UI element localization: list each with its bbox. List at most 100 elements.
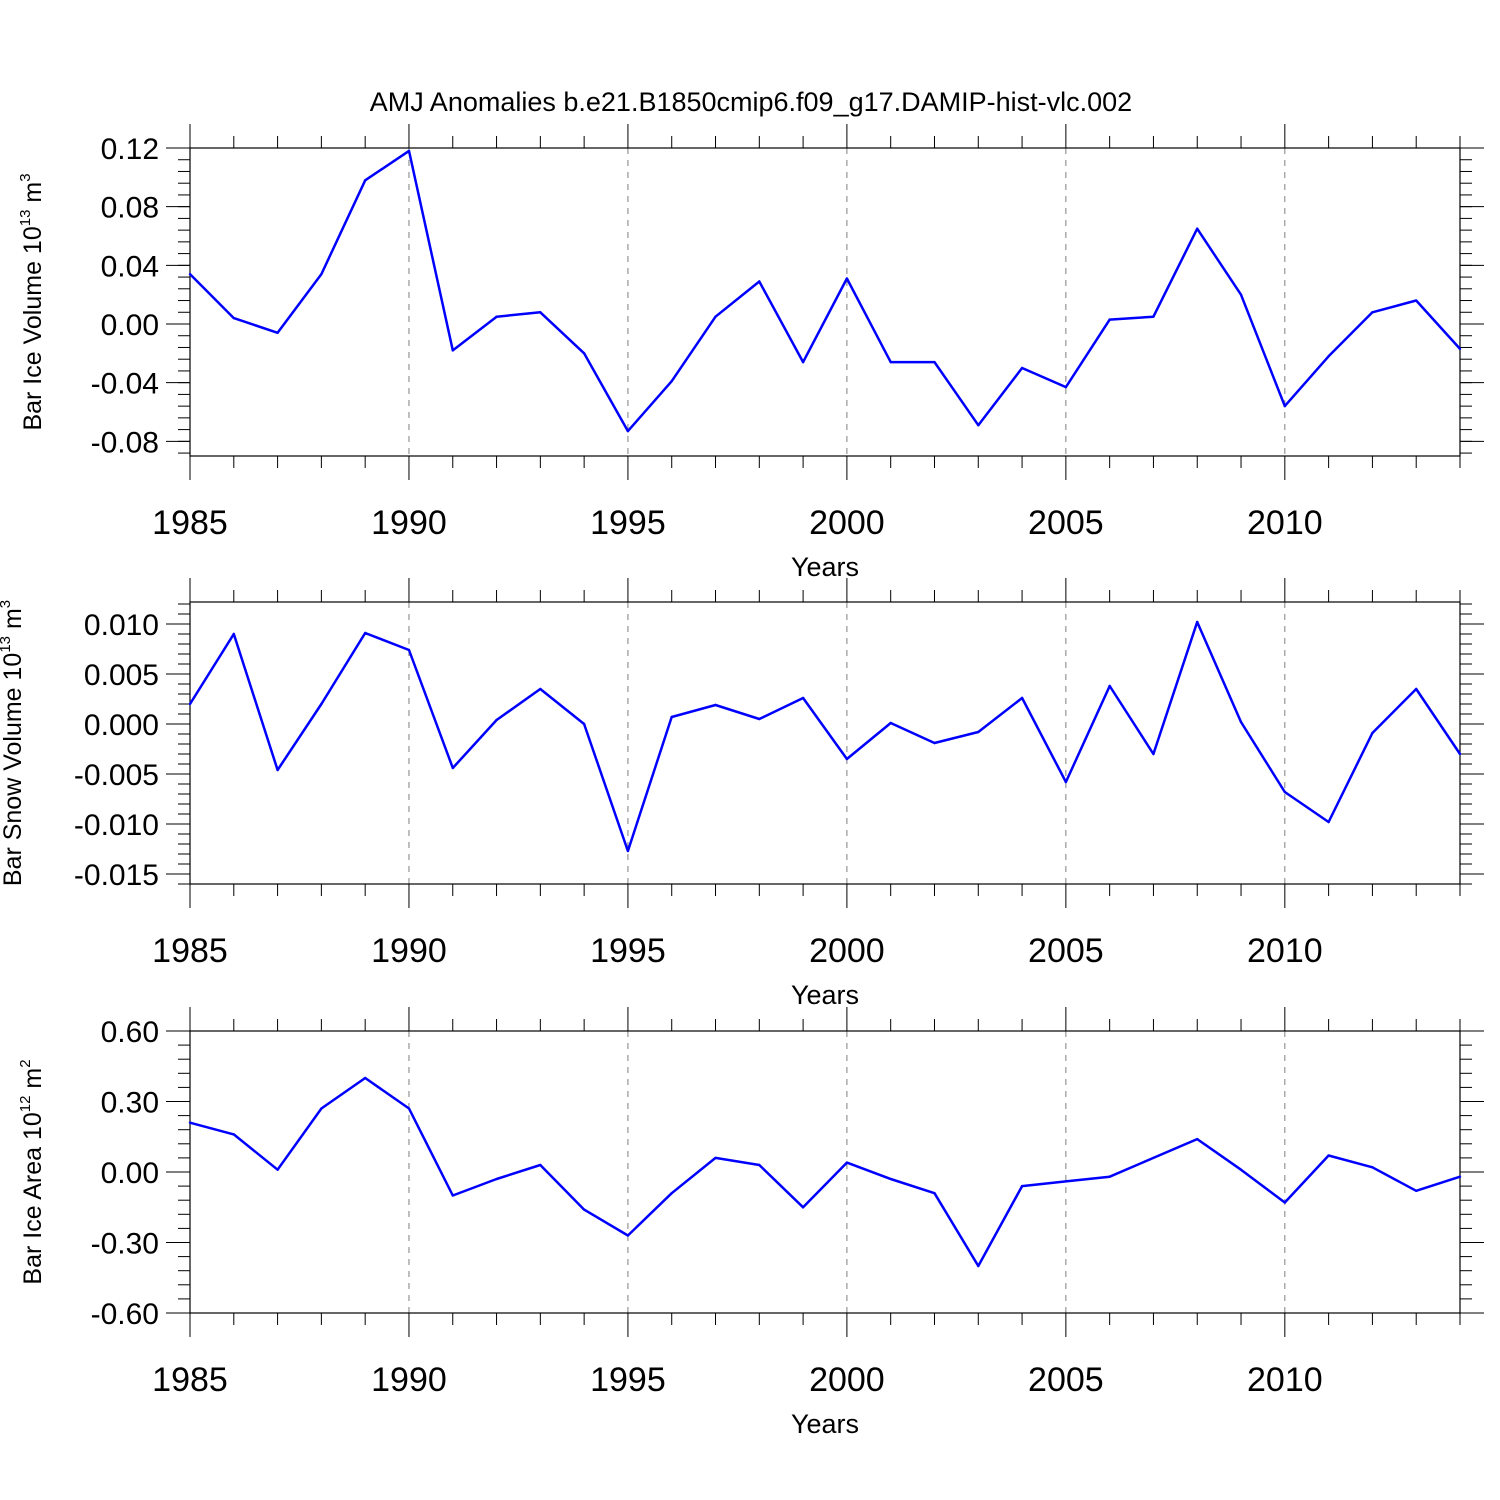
data-point bbox=[276, 768, 279, 772]
data-point bbox=[1283, 790, 1287, 794]
data-point bbox=[626, 849, 630, 853]
data-point bbox=[1152, 315, 1155, 318]
data-point bbox=[1458, 347, 1462, 351]
data-point bbox=[801, 696, 805, 700]
data-point bbox=[1327, 1154, 1330, 1157]
y-axis-label: Bar Ice Volume 1013 m3 bbox=[17, 173, 47, 430]
data-point bbox=[582, 352, 586, 355]
data-point bbox=[714, 1156, 717, 1160]
data-point bbox=[188, 272, 192, 276]
x-tick-label: 1995 bbox=[590, 932, 666, 970]
data-point bbox=[801, 360, 805, 364]
data-point bbox=[801, 1206, 805, 1209]
data-point bbox=[1371, 731, 1374, 735]
y-tick-label: 0.00 bbox=[101, 309, 159, 342]
data-point bbox=[451, 1194, 454, 1197]
data-point bbox=[1020, 1184, 1024, 1188]
y-tick-label: -0.010 bbox=[74, 809, 159, 842]
data-point bbox=[276, 1168, 279, 1171]
data-point bbox=[1108, 318, 1111, 321]
data-point bbox=[407, 1107, 411, 1110]
y-tick-label: 0.000 bbox=[84, 709, 159, 742]
data-point bbox=[933, 1191, 936, 1195]
y-tick-label: 0.12 bbox=[101, 133, 159, 166]
y-tick-label: -0.005 bbox=[74, 759, 159, 792]
x-tick-label: 2005 bbox=[1028, 1361, 1104, 1399]
data-point bbox=[1415, 1189, 1418, 1193]
data-point bbox=[889, 360, 892, 364]
data-point bbox=[670, 715, 673, 719]
data-point bbox=[407, 648, 411, 652]
data-point bbox=[1415, 299, 1418, 302]
x-tick-label: 2005 bbox=[1028, 932, 1104, 970]
panel-1: -0.08 -0.04 0.00 0.04 0.08 0.12 1985 1990 1995 20… bbox=[17, 124, 1484, 582]
data-point bbox=[714, 315, 717, 318]
y-tick-label: -0.30 bbox=[91, 1228, 159, 1261]
x-tick-label: 1995 bbox=[590, 504, 666, 542]
series-line bbox=[189, 149, 1461, 433]
data-point bbox=[1239, 1168, 1243, 1171]
data-point bbox=[495, 315, 498, 318]
data-point bbox=[1458, 752, 1462, 756]
x-tick-label: 1990 bbox=[371, 932, 447, 970]
data-point bbox=[232, 1133, 235, 1136]
data-point bbox=[451, 766, 454, 770]
data-point bbox=[845, 1161, 849, 1164]
x-tick-label: 1985 bbox=[152, 1361, 228, 1399]
plot-frame bbox=[189, 601, 1461, 885]
x-tick-label: 1990 bbox=[371, 1361, 447, 1399]
panel-3: -0.60 -0.30 0.00 0.30 0.60 1985 1990 1995 2000 20… bbox=[17, 1007, 1484, 1439]
data-point bbox=[758, 1163, 761, 1167]
data-point bbox=[582, 722, 586, 726]
data-point bbox=[1458, 1175, 1462, 1178]
data-point bbox=[714, 703, 717, 707]
data-point bbox=[977, 424, 980, 427]
data-point bbox=[539, 311, 542, 314]
y-tick-label: 0.04 bbox=[101, 250, 159, 283]
x-tick-label: 2010 bbox=[1247, 1361, 1323, 1399]
data-point bbox=[845, 277, 849, 280]
data-point bbox=[539, 687, 542, 691]
data-point bbox=[495, 718, 498, 722]
data-point bbox=[1020, 366, 1024, 370]
data-point bbox=[1371, 311, 1374, 314]
y-tick-label: -0.015 bbox=[74, 859, 159, 892]
data-point bbox=[1020, 696, 1024, 700]
series-line bbox=[189, 1076, 1461, 1268]
y-tick-label: 0.00 bbox=[101, 1157, 159, 1190]
data-point bbox=[1371, 1166, 1374, 1169]
data-point bbox=[320, 1107, 323, 1110]
x-tick-label: 2000 bbox=[809, 1361, 885, 1399]
chart-title: AMJ Anomalies b.e21.B1850cmip6.f09_g17.D… bbox=[370, 87, 1132, 117]
x-tick-label: 1985 bbox=[152, 504, 228, 542]
y-tick-label: 0.30 bbox=[101, 1087, 159, 1120]
data-point bbox=[1064, 1180, 1068, 1183]
y-tick-label: 0.010 bbox=[84, 609, 159, 642]
data-point bbox=[977, 1264, 980, 1268]
data-point bbox=[363, 1076, 367, 1080]
data-point bbox=[495, 1177, 498, 1181]
data-point bbox=[276, 331, 279, 334]
data-point bbox=[188, 702, 192, 706]
y-axis-label: Bar Snow Volume 1013 m3 bbox=[0, 600, 27, 886]
data-point bbox=[758, 717, 761, 721]
panel-2: -0.015 -0.010 -0.005 0.000 0.005 0.010 1985 199… bbox=[0, 578, 1484, 1010]
data-point bbox=[1064, 780, 1068, 784]
data-point bbox=[933, 741, 936, 745]
x-axis-label: Years bbox=[791, 1409, 859, 1439]
data-point bbox=[1152, 752, 1155, 756]
x-tick-label: 1995 bbox=[590, 1361, 666, 1399]
x-tick-label: 1990 bbox=[371, 504, 447, 542]
data-point bbox=[539, 1163, 542, 1167]
data-point bbox=[1239, 293, 1243, 296]
data-point bbox=[889, 721, 892, 725]
data-point bbox=[1064, 385, 1068, 389]
y-tick-label: -0.04 bbox=[91, 368, 159, 401]
x-tick-label: 2010 bbox=[1247, 504, 1323, 542]
y-tick-label: -0.60 bbox=[91, 1298, 159, 1331]
data-point bbox=[1196, 1137, 1199, 1141]
x-tick-label: 2010 bbox=[1247, 932, 1323, 970]
data-point bbox=[232, 632, 235, 636]
data-point bbox=[451, 349, 454, 352]
